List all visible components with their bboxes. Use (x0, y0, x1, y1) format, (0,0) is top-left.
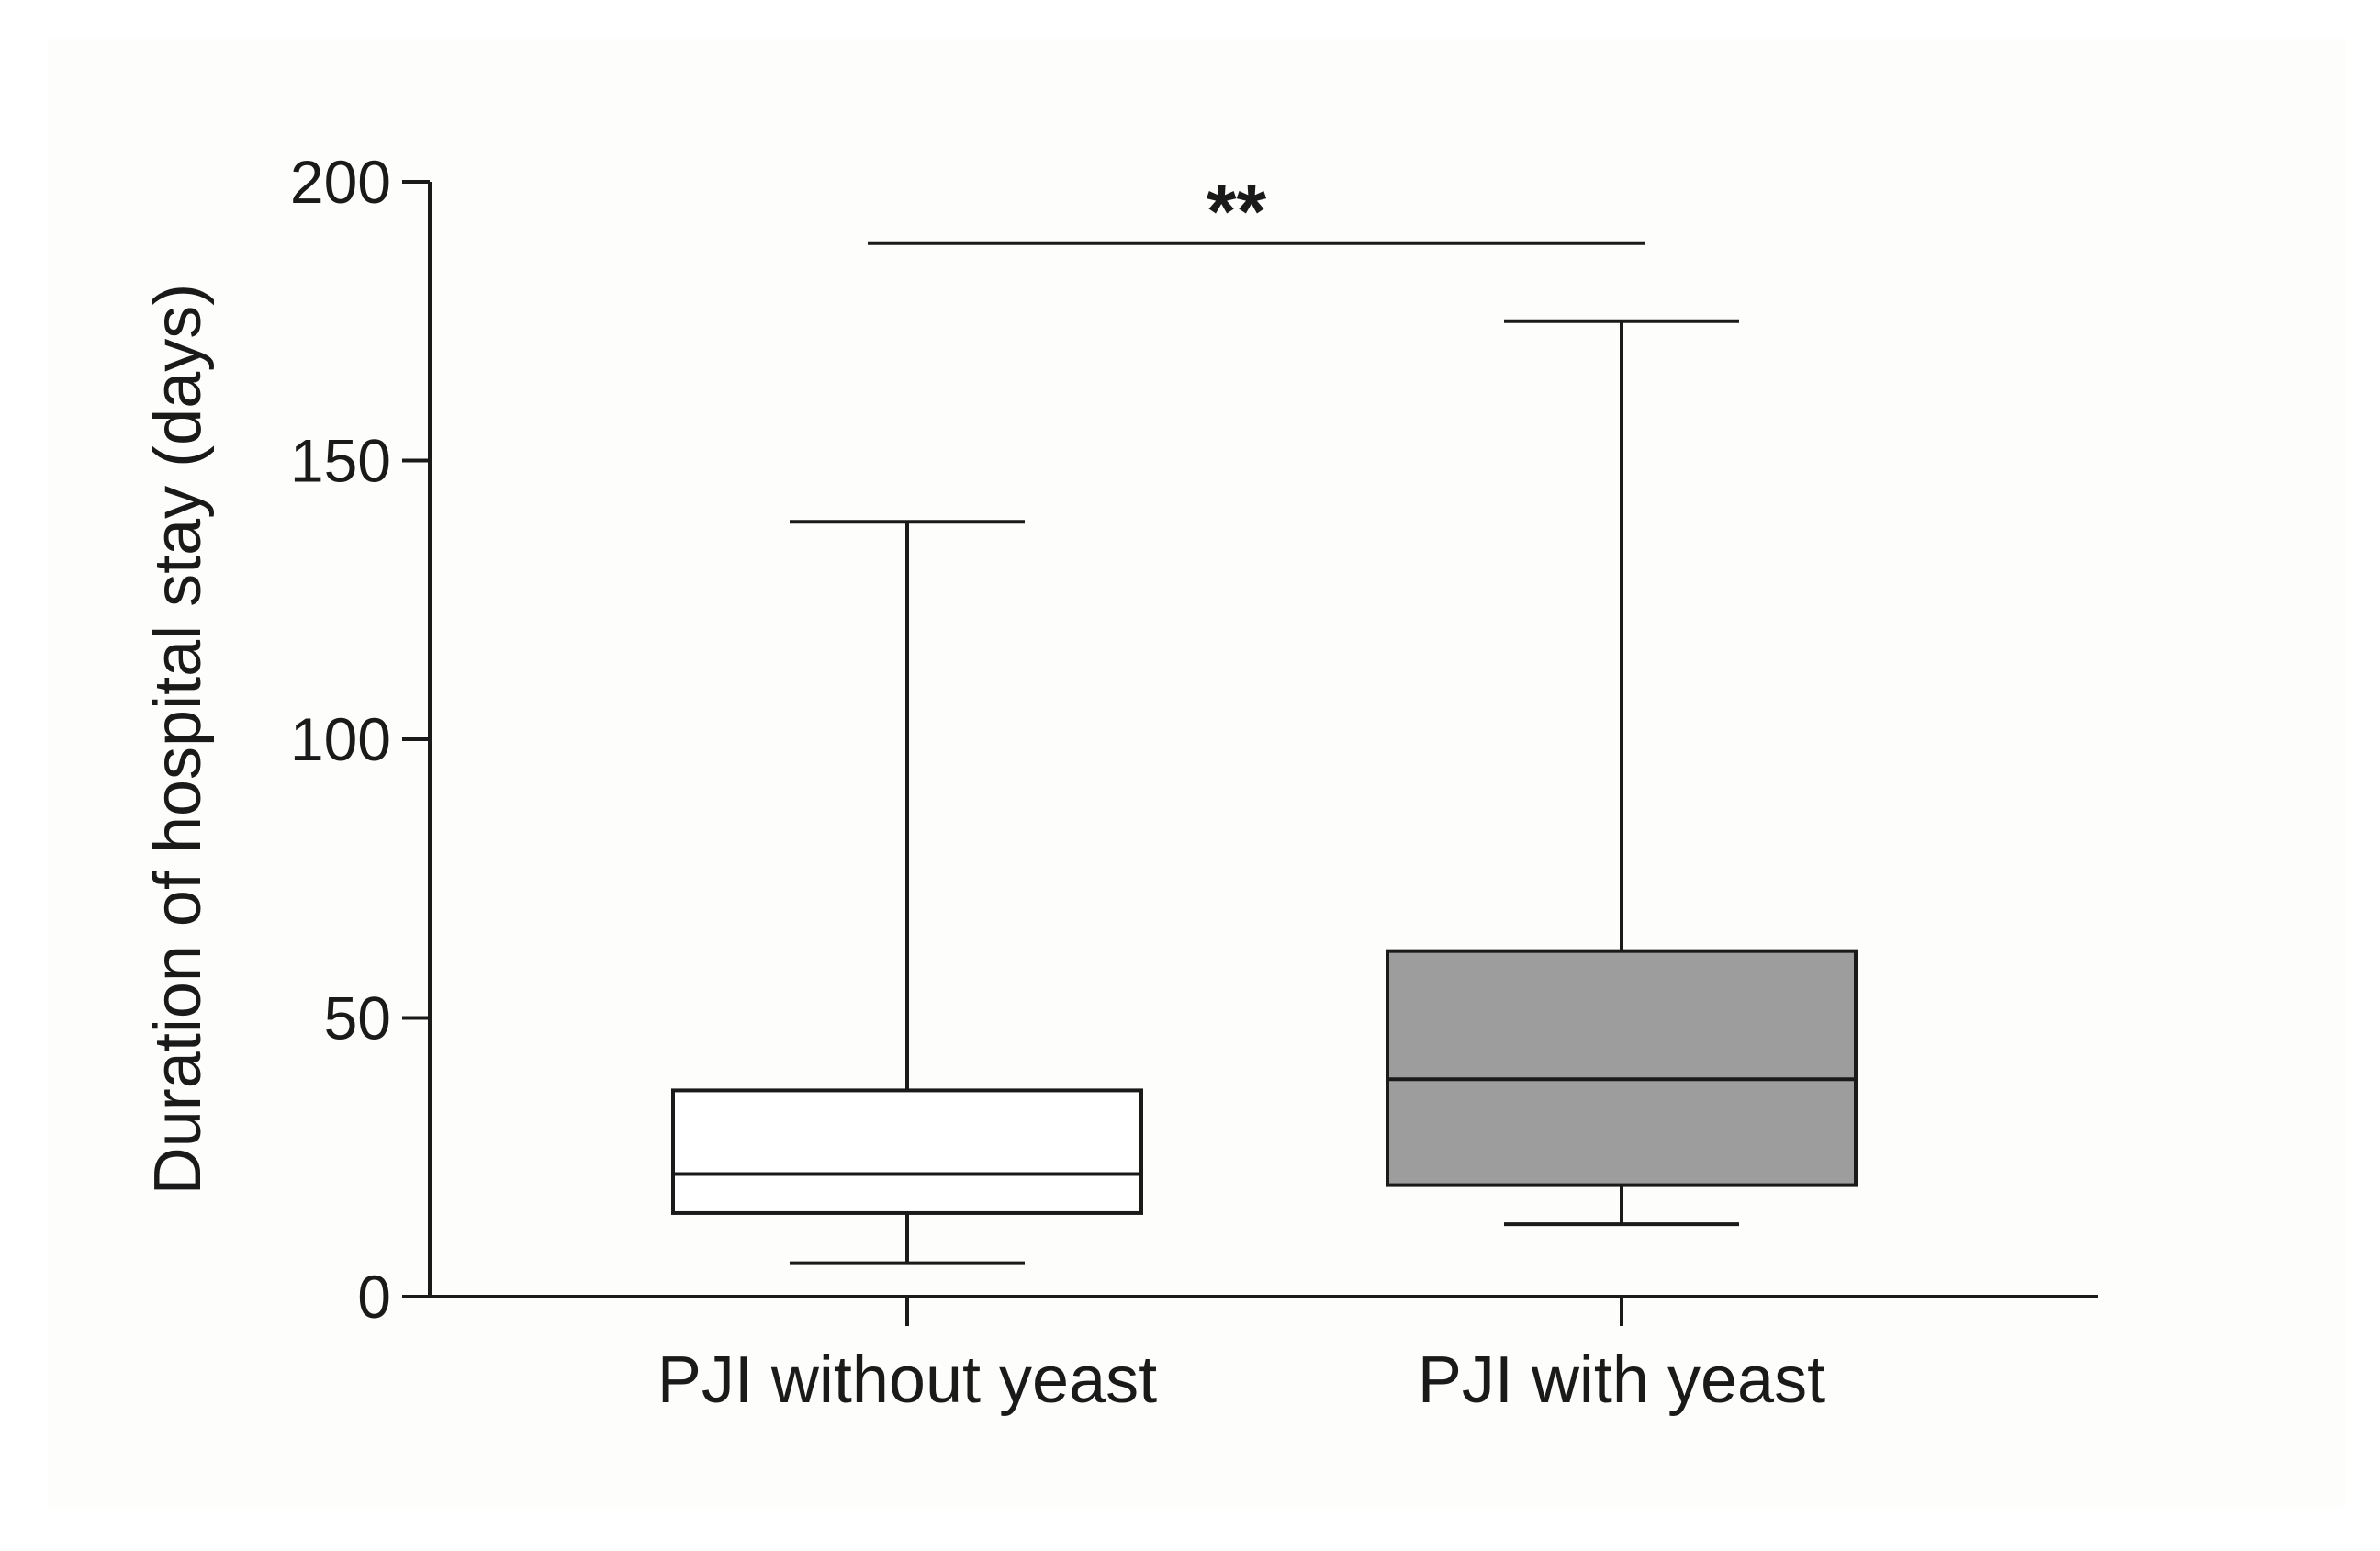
x-axis-categories: PJI without yeast PJI with yeast (657, 1297, 1825, 1417)
box-plots (671, 319, 1858, 1265)
y-tick-label: 100 (290, 705, 391, 773)
x-category-label: PJI without yeast (657, 1343, 1157, 1417)
y-tick-label: 0 (357, 1263, 391, 1331)
y-tick-label: 200 (290, 148, 391, 216)
iqr-box (1386, 949, 1858, 1187)
y-axis-label: Duration of hospital stay (days) (141, 284, 215, 1195)
box-plot (671, 520, 1143, 1265)
significance-label: ** (1207, 168, 1267, 254)
annotations: ** (868, 168, 1645, 254)
y-tick-label: 150 (290, 427, 391, 495)
y-axis-ticks: 0 50 100 150 200 (290, 148, 430, 1331)
box-plot (1386, 319, 1858, 1227)
y-tick-label: 50 (324, 984, 391, 1052)
x-category-label: PJI with yeast (1418, 1343, 1825, 1417)
iqr-box (671, 1088, 1143, 1215)
